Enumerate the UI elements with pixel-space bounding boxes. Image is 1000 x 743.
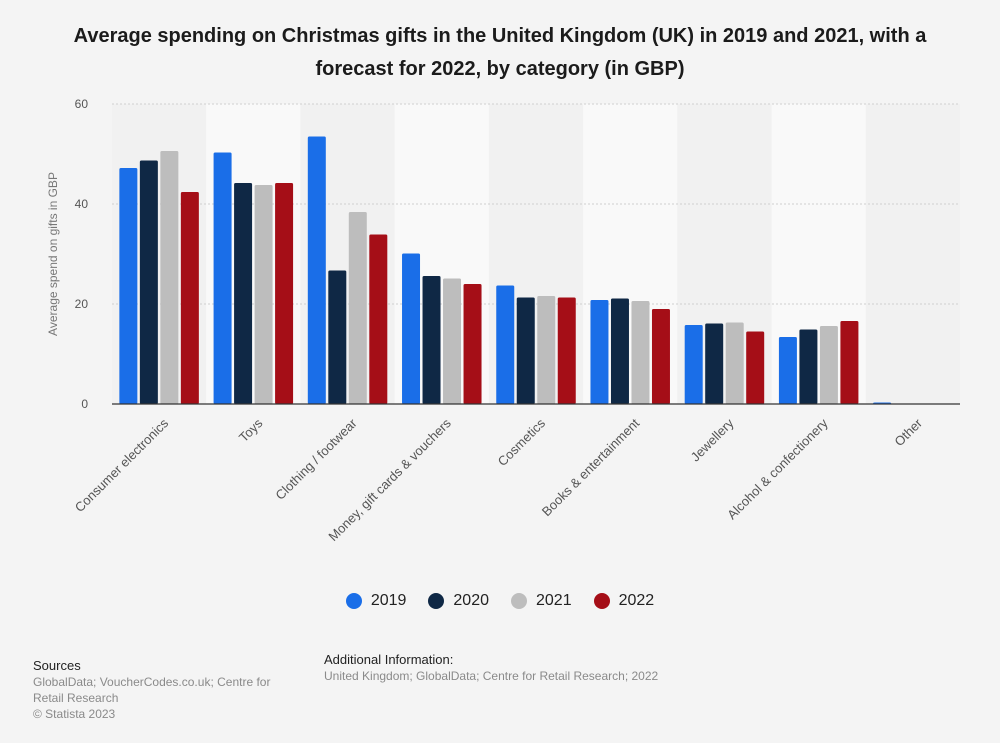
x-tick-label: Jewellery	[688, 415, 737, 464]
legend-swatch	[428, 593, 445, 609]
copyright-text: © Statista 2023	[33, 707, 116, 721]
legend-label: 2019	[370, 592, 407, 609]
bar	[631, 301, 650, 404]
bar	[463, 284, 482, 404]
x-tick-label: Clothing / footwear	[272, 415, 360, 503]
legend-label: 2021	[536, 592, 572, 609]
bar	[516, 297, 535, 404]
legend-item[interactable]: 2019	[345, 592, 407, 610]
bar	[180, 192, 199, 404]
x-tick-label: Alcohol & confectionery	[724, 415, 831, 522]
x-tick-label: Consumer electronics	[72, 415, 172, 515]
legend-item[interactable]: 2020	[428, 592, 489, 610]
y-tick-label: 40	[75, 197, 89, 211]
bar	[213, 152, 232, 404]
bar	[328, 270, 347, 404]
x-tick-label: Toys	[236, 415, 266, 445]
sources-block: Sources GlobalData; VoucherCodes.co.uk; …	[33, 658, 293, 722]
bar	[369, 234, 388, 404]
bar	[254, 185, 273, 404]
x-tick-label: Cosmetics	[495, 415, 549, 469]
chart-legend: 2019 2020 2021 2022	[0, 592, 1000, 610]
bar	[590, 300, 609, 404]
bar	[684, 325, 703, 404]
bar	[160, 151, 179, 404]
legend-swatch	[511, 593, 527, 609]
y-axis-label: Average spend on gifts in GBP	[46, 172, 60, 336]
additional-info-heading: Additional Information:	[324, 652, 454, 667]
bar	[840, 321, 859, 404]
y-tick-label: 20	[75, 297, 89, 311]
bar-chart: 0 20 40 60 Average spend on gifts in GBP Cons…	[46, 97, 960, 544]
legend-swatch	[345, 593, 362, 609]
bar	[746, 331, 765, 404]
legend-item[interactable]: 2022	[593, 592, 655, 610]
legend-label: 2022	[618, 592, 655, 609]
legend-swatch	[593, 593, 610, 609]
bar	[307, 136, 326, 404]
legend-item[interactable]: 2021	[511, 592, 572, 610]
y-tick-label: 0	[81, 397, 88, 411]
bar	[819, 326, 838, 404]
bar	[139, 160, 158, 404]
bar	[725, 322, 744, 404]
bar	[402, 253, 421, 404]
bar	[234, 183, 253, 404]
additional-info-text: United Kingdom; GlobalData; Centre for R…	[324, 669, 659, 683]
bar	[496, 285, 515, 404]
bar	[799, 329, 818, 404]
sources-text: GlobalData; VoucherCodes.co.uk; Centre f…	[33, 675, 271, 705]
bar	[348, 212, 367, 404]
chart-title: Average spending on Christmas gifts in t…	[73, 25, 927, 80]
sources-heading: Sources	[33, 658, 81, 673]
bar	[537, 296, 556, 404]
x-tick-label: Other	[891, 415, 925, 449]
bar	[275, 183, 294, 404]
bar	[651, 309, 670, 404]
bar	[119, 168, 138, 404]
bar	[443, 278, 462, 404]
bar	[422, 276, 441, 404]
bar	[705, 323, 724, 404]
bar	[557, 297, 576, 404]
y-tick-label: 60	[75, 97, 89, 111]
legend-label: 2020	[453, 592, 489, 609]
bar	[610, 298, 629, 404]
bar	[778, 337, 797, 404]
additional-info-block: Additional Information: United Kingdom; …	[324, 652, 744, 684]
category-band	[865, 104, 960, 404]
x-tick-label: Books & entertainment	[539, 415, 643, 519]
